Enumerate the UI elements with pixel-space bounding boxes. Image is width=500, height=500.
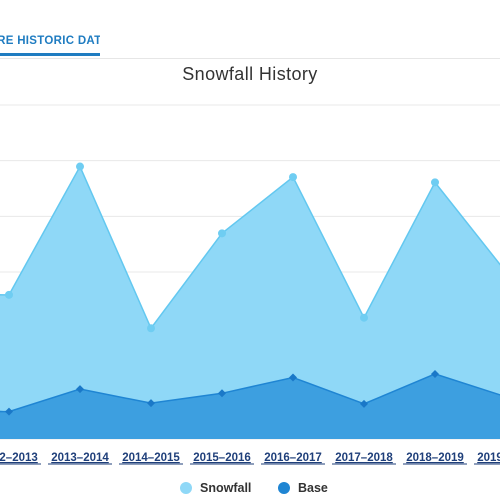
legend-item-snowfall[interactable]: Snowfall bbox=[180, 481, 251, 495]
line-snowfall bbox=[0, 164, 500, 330]
area-snowfall bbox=[0, 166, 500, 439]
legend-item-base[interactable]: Base bbox=[278, 481, 328, 495]
x-tick-label[interactable]: 2017–2018 bbox=[335, 452, 393, 464]
line-base bbox=[0, 373, 500, 413]
point-snowfall[interactable] bbox=[5, 290, 13, 299]
legend-snowfall-swatch bbox=[180, 482, 192, 494]
point-snowfall[interactable] bbox=[360, 313, 368, 322]
point-base[interactable] bbox=[76, 385, 84, 394]
x-tick-label[interactable]: 2014–2015 bbox=[122, 452, 180, 464]
x-tick-label[interactable]: 2019–2020 bbox=[477, 452, 500, 464]
legend-snowfall-label: Snowfall bbox=[200, 481, 252, 495]
point-snowfall[interactable] bbox=[218, 229, 226, 238]
x-tick-label[interactable]: 2015–2016 bbox=[193, 452, 251, 464]
point-base[interactable] bbox=[431, 369, 439, 378]
point-base[interactable] bbox=[218, 389, 226, 398]
point-base[interactable] bbox=[5, 407, 13, 416]
x-tick-label[interactable]: 2012–2013 bbox=[0, 452, 38, 464]
x-tick-label[interactable]: 2016–2017 bbox=[264, 452, 322, 464]
area-series bbox=[0, 164, 500, 439]
legend-base-label: Base bbox=[298, 481, 328, 495]
data-points bbox=[5, 162, 439, 416]
x-tick-label[interactable]: 2018–2019 bbox=[406, 452, 464, 464]
point-snowfall[interactable] bbox=[147, 324, 155, 333]
legend: Snowfall Base bbox=[0, 481, 500, 497]
tab-more-historic-data[interactable]: MORE HISTORIC DATA bbox=[0, 32, 100, 56]
point-snowfall[interactable] bbox=[76, 162, 84, 171]
point-snowfall[interactable] bbox=[289, 173, 297, 182]
point-base[interactable] bbox=[289, 373, 297, 382]
tab-bar: MORE HISTORIC DATA bbox=[0, 0, 500, 59]
point-snowfall[interactable] bbox=[431, 178, 439, 187]
point-base[interactable] bbox=[147, 399, 155, 408]
x-axis-ticks: 2012–2013 2013–2014 2014–2015 2015–2016 2016… bbox=[0, 452, 500, 465]
legend-base-swatch bbox=[278, 482, 290, 494]
area-base bbox=[0, 373, 500, 439]
chart-title: Snowfall History bbox=[182, 64, 318, 84]
x-tick-label[interactable]: 2013–2014 bbox=[51, 452, 109, 464]
point-base[interactable] bbox=[360, 399, 368, 408]
